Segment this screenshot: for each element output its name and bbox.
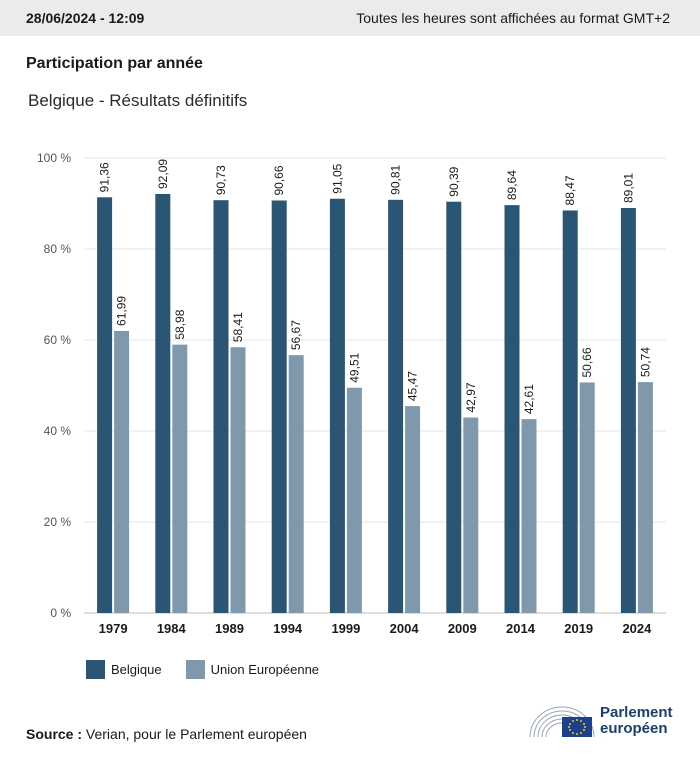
x-tick-label: 1979 xyxy=(99,621,128,636)
bar-belgique xyxy=(155,193,171,613)
y-tick-label: 0 % xyxy=(50,606,71,620)
data-label: 50,66 xyxy=(580,347,594,377)
chart-subtitle: Belgique - Résultats définitifs xyxy=(28,91,248,110)
data-label: 89,64 xyxy=(505,170,519,200)
bar-belgique xyxy=(446,201,462,613)
logo-line1: Parlement xyxy=(600,704,673,721)
x-tick-label: 1989 xyxy=(215,621,244,636)
x-tick-label: 2019 xyxy=(564,621,593,636)
bar-belgique xyxy=(620,208,636,613)
data-label: 92,09 xyxy=(156,159,170,189)
x-tick-label: 2014 xyxy=(506,621,536,636)
data-label: 58,41 xyxy=(231,312,245,342)
data-label: 90,73 xyxy=(214,165,228,195)
bar-ue xyxy=(230,347,246,613)
x-tick-label: 1999 xyxy=(331,621,360,636)
bar-ue xyxy=(463,417,479,613)
x-tick-label: 2009 xyxy=(448,621,477,636)
legend-swatch-ue xyxy=(185,660,205,679)
bar-belgique xyxy=(213,200,229,613)
bar-belgique xyxy=(329,198,345,613)
source-note: Source : Verian, pour le Parlement europ… xyxy=(26,726,307,742)
data-label: 89,01 xyxy=(621,173,635,203)
data-label: 90,39 xyxy=(447,166,461,196)
legend-label-ue: Union Européenne xyxy=(210,662,320,677)
bar-belgique xyxy=(97,197,113,613)
y-tick-label: 20 % xyxy=(44,515,72,529)
data-label: 90,66 xyxy=(272,165,286,195)
european-parliament-logo: Parlement européen xyxy=(528,703,678,739)
y-tick-label: 100 % xyxy=(37,151,71,165)
data-label: 88,47 xyxy=(563,175,577,205)
legend-label-belgique: Belgique xyxy=(111,662,162,677)
y-tick-label: 40 % xyxy=(44,424,72,438)
data-label: 42,61 xyxy=(522,384,536,414)
bar-belgique xyxy=(504,205,520,613)
y-tick-label: 80 % xyxy=(44,242,72,256)
y-tick-label: 60 % xyxy=(44,333,72,347)
bar-ue xyxy=(346,387,362,613)
data-label: 61,99 xyxy=(115,296,129,326)
data-label: 58,98 xyxy=(173,309,187,339)
data-label: 56,67 xyxy=(289,320,303,350)
bar-belgique xyxy=(388,199,404,613)
bar-ue xyxy=(637,382,653,613)
timezone-note: Toutes les heures sont affichées au form… xyxy=(356,10,670,26)
legend-item-ue: Union Européenne xyxy=(185,660,320,679)
bar-ue xyxy=(172,344,188,613)
logo-line2: européen xyxy=(600,720,668,737)
bar-ue xyxy=(579,382,595,613)
bar-belgique xyxy=(271,200,287,613)
legend-item-belgique: Belgique xyxy=(86,660,162,679)
data-label: 45,47 xyxy=(406,371,420,401)
legend-swatch-belgique xyxy=(86,660,105,679)
source-text: Verian, pour le Parlement européen xyxy=(85,726,307,742)
turnout-bar-chart: 0 % 20 % 40 % 60 % 80 % 100 % 91,36 61,99 1979 92… xyxy=(37,151,666,636)
data-label: 50,74 xyxy=(638,347,652,377)
bar-belgique xyxy=(562,210,578,614)
data-label: 49,51 xyxy=(347,352,361,382)
data-label: 90,81 xyxy=(389,164,403,194)
source-label: Source : xyxy=(26,726,83,742)
top-bar: 28/06/2024 - 12:09 Toutes les heures son… xyxy=(0,0,700,36)
chart-legend: Belgique Union Européenne xyxy=(86,660,343,679)
bar-ue xyxy=(405,406,421,613)
bar-ue xyxy=(288,355,304,613)
x-tick-label: 2024 xyxy=(622,621,652,636)
update-date: 28/06/2024 - 12:09 xyxy=(26,10,145,26)
x-tick-label: 1994 xyxy=(273,621,303,636)
data-label: 42,97 xyxy=(464,382,478,412)
hemicycle-flag-icon xyxy=(529,706,595,738)
bar-ue xyxy=(114,330,130,613)
x-tick-label: 1984 xyxy=(157,621,187,636)
bar-ue xyxy=(521,419,537,613)
data-label: 91,05 xyxy=(330,163,344,193)
data-label: 91,36 xyxy=(98,162,112,192)
section-title: Participation par année xyxy=(26,55,203,72)
x-tick-label: 2004 xyxy=(390,621,420,636)
